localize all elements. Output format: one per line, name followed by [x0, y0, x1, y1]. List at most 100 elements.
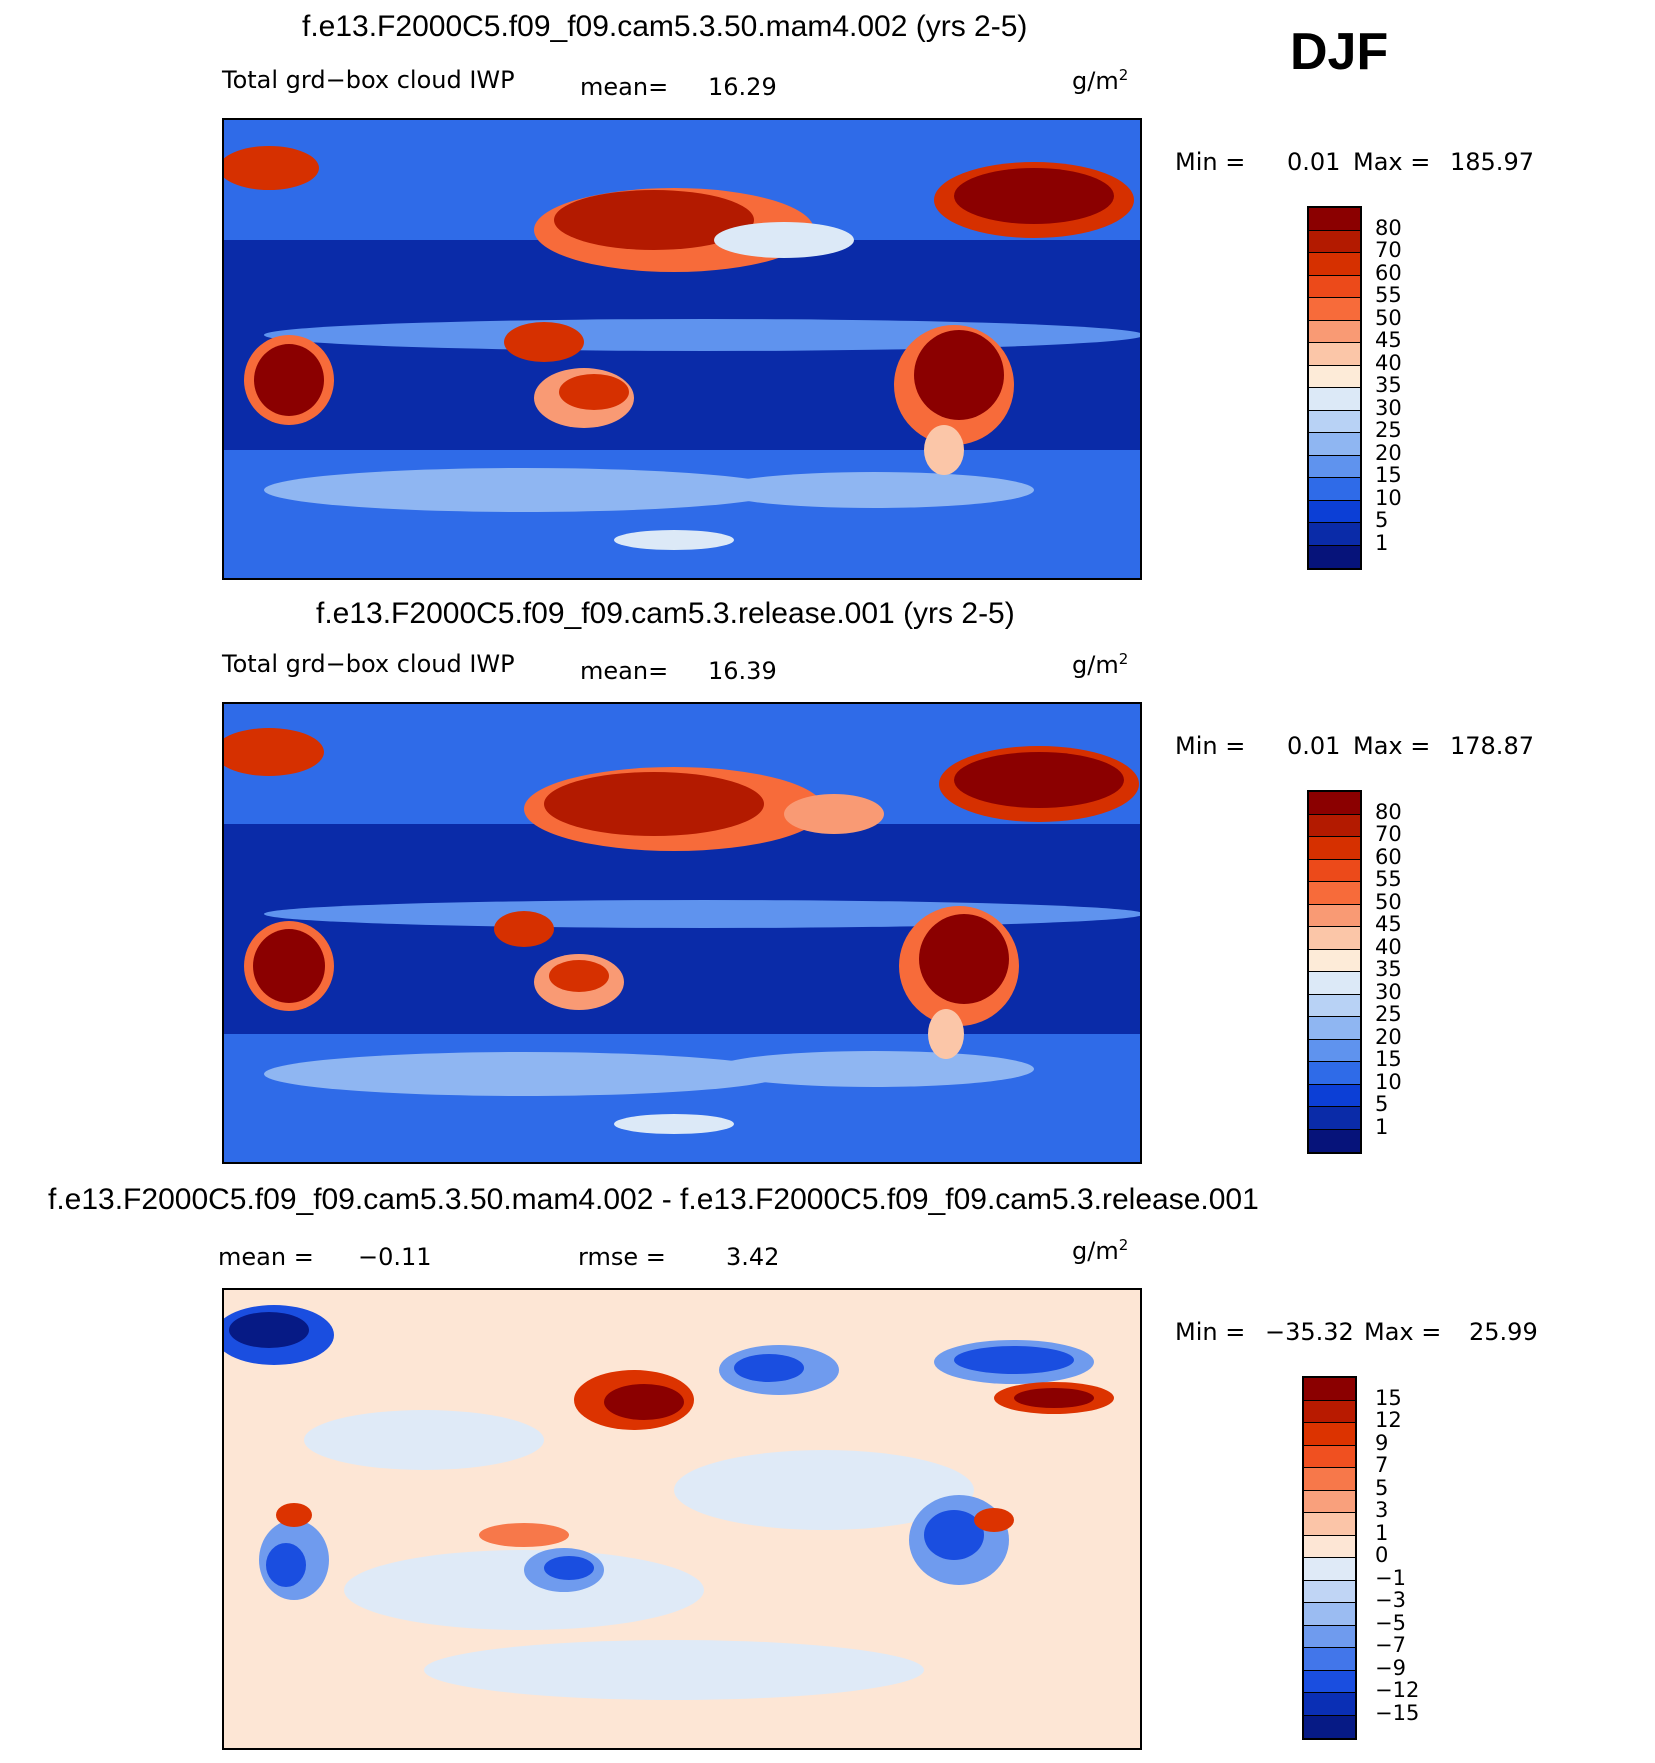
colorbar-swatch: [1309, 994, 1360, 1017]
colorbar-tick-label: 20: [1375, 440, 1402, 465]
colorbar-tick-label: 55: [1375, 867, 1402, 891]
colorbar-tick-label: 3: [1375, 1498, 1389, 1522]
panel1-max-label: Max =: [1353, 148, 1431, 176]
colorbar-swatch: [1309, 927, 1360, 950]
colorbar-tick-label: 30: [1375, 395, 1402, 420]
colorbar-swatch: [1309, 320, 1360, 343]
colorbar-swatch: [1309, 208, 1360, 231]
panel2-min-label: Min =: [1175, 732, 1246, 760]
colorbar-tick-label: 40: [1375, 350, 1402, 375]
panel1-min-value: 0.01: [1287, 148, 1341, 176]
colorbar-swatch: [1309, 433, 1360, 456]
panel1-colorbar: [1307, 206, 1362, 570]
colorbar-tick-label: 10: [1375, 485, 1402, 510]
colorbar-swatch: [1309, 882, 1360, 905]
colorbar-swatch: [1304, 1423, 1355, 1446]
colorbar-swatch: [1304, 1693, 1355, 1716]
colorbar-tick-label: 15: [1375, 1047, 1402, 1071]
panel2-mean-label: mean=: [580, 657, 669, 685]
colorbar-swatch: [1309, 545, 1360, 568]
colorbar-swatch: [1309, 1107, 1360, 1130]
colorbar-swatch: [1304, 1648, 1355, 1671]
colorbar-swatch: [1304, 1715, 1355, 1738]
colorbar-tick-label: 15: [1375, 463, 1402, 487]
panel2-mean-value: 16.39: [708, 657, 777, 685]
panel3-rmse-value: 3.42: [726, 1243, 780, 1271]
colorbar-swatch: [1309, 1039, 1360, 1062]
colorbar-swatch: [1309, 365, 1360, 388]
colorbar-swatch: [1309, 230, 1360, 253]
colorbar-tick-label: 5: [1375, 508, 1389, 532]
panel3-min-label: Min =: [1175, 1318, 1246, 1346]
panel1-field: [224, 120, 1140, 578]
colorbar-swatch: [1309, 275, 1360, 298]
panel3-mean-value: −0.11: [358, 1243, 432, 1271]
colorbar-tick-label: 50: [1375, 305, 1402, 330]
colorbar-tick-label: 60: [1375, 260, 1402, 285]
panel2-colorbar-ticks: 80 70 60 55 50 45 40 35 30 25 20 15 10 5 1: [1375, 790, 1435, 1154]
panel2-title: f.e13.F2000C5.f09_f09.cam5.3.release.001…: [316, 597, 1015, 630]
colorbar-tick-label: 70: [1375, 238, 1402, 262]
colorbar-tick-label: 70: [1375, 822, 1402, 846]
panel2-map: [222, 702, 1142, 1164]
colorbar-swatch: [1304, 1558, 1355, 1581]
colorbar-tick-label: 15: [1375, 1385, 1402, 1410]
panel3-rmse-label: rmse =: [578, 1243, 666, 1271]
colorbar-tick-label: 30: [1375, 979, 1402, 1004]
colorbar-tick-label: 5: [1375, 1092, 1389, 1116]
colorbar-tick-label: 0: [1375, 1543, 1389, 1567]
panel3-max-value: 25.99: [1469, 1318, 1538, 1346]
colorbar-swatch: [1304, 1535, 1355, 1558]
colorbar-swatch: [1309, 1084, 1360, 1107]
colorbar-tick-label: 25: [1375, 1002, 1402, 1026]
colorbar-swatch: [1309, 523, 1360, 546]
colorbar-swatch: [1309, 253, 1360, 276]
colorbar-tick-label: −12: [1375, 1678, 1420, 1702]
panel1-mean-value: 16.29: [708, 73, 777, 101]
colorbar-swatch: [1304, 1513, 1355, 1536]
colorbar-swatch: [1309, 388, 1360, 411]
colorbar-swatch: [1309, 298, 1360, 321]
colorbar-swatch: [1304, 1378, 1355, 1401]
colorbar-tick-label: 80: [1375, 215, 1402, 240]
colorbar-swatch: [1304, 1468, 1355, 1491]
colorbar-tick-label: 80: [1375, 799, 1402, 824]
colorbar-tick-label: 7: [1375, 1453, 1389, 1477]
colorbar-tick-label: 1: [1375, 530, 1389, 555]
panel2-variable-label: Total grd−box cloud IWP: [222, 650, 515, 678]
colorbar-tick-label: −7: [1375, 1633, 1406, 1657]
colorbar-tick-label: −3: [1375, 1588, 1406, 1612]
colorbar-swatch: [1309, 410, 1360, 433]
colorbar-swatch: [1309, 343, 1360, 366]
colorbar-tick-label: 60: [1375, 844, 1402, 869]
colorbar-tick-label: 50: [1375, 889, 1402, 914]
colorbar-tick-label: 35: [1375, 957, 1402, 981]
colorbar-swatch: [1309, 500, 1360, 523]
colorbar-tick-label: 1: [1375, 1114, 1389, 1139]
colorbar-swatch: [1304, 1670, 1355, 1693]
panel1-title: f.e13.F2000C5.f09_f09.cam5.3.50.mam4.002…: [302, 10, 1028, 43]
colorbar-swatch: [1309, 1129, 1360, 1152]
panel2-units: g/m2: [1072, 650, 1129, 679]
colorbar-tick-label: 25: [1375, 418, 1402, 442]
colorbar-tick-label: −15: [1375, 1700, 1420, 1725]
panel3-units: g/m2: [1072, 1236, 1129, 1265]
panel3-colorbar-ticks: 15 12 9 7 5 3 1 0 −1 −3 −5 −7 −9 −12 −15: [1375, 1376, 1435, 1740]
panel3-field: [224, 1290, 1140, 1748]
colorbar-tick-label: 20: [1375, 1024, 1402, 1049]
colorbar-swatch: [1309, 455, 1360, 478]
colorbar-swatch: [1304, 1490, 1355, 1513]
colorbar-swatch: [1309, 904, 1360, 927]
panel2-max-label: Max =: [1353, 732, 1431, 760]
colorbar-swatch: [1304, 1625, 1355, 1648]
colorbar-tick-label: 55: [1375, 283, 1402, 307]
panel2-field: [224, 704, 1140, 1162]
panel1-map: [222, 118, 1142, 580]
panel3-title: f.e13.F2000C5.f09_f09.cam5.3.50.mam4.002…: [48, 1183, 1259, 1216]
panel1-variable-label: Total grd−box cloud IWP: [222, 66, 515, 94]
colorbar-tick-label: −9: [1375, 1655, 1406, 1680]
colorbar-swatch: [1309, 972, 1360, 995]
panel2-min-value: 0.01: [1287, 732, 1341, 760]
panel1-max-value: 185.97: [1450, 148, 1534, 176]
colorbar-swatch: [1309, 1062, 1360, 1085]
